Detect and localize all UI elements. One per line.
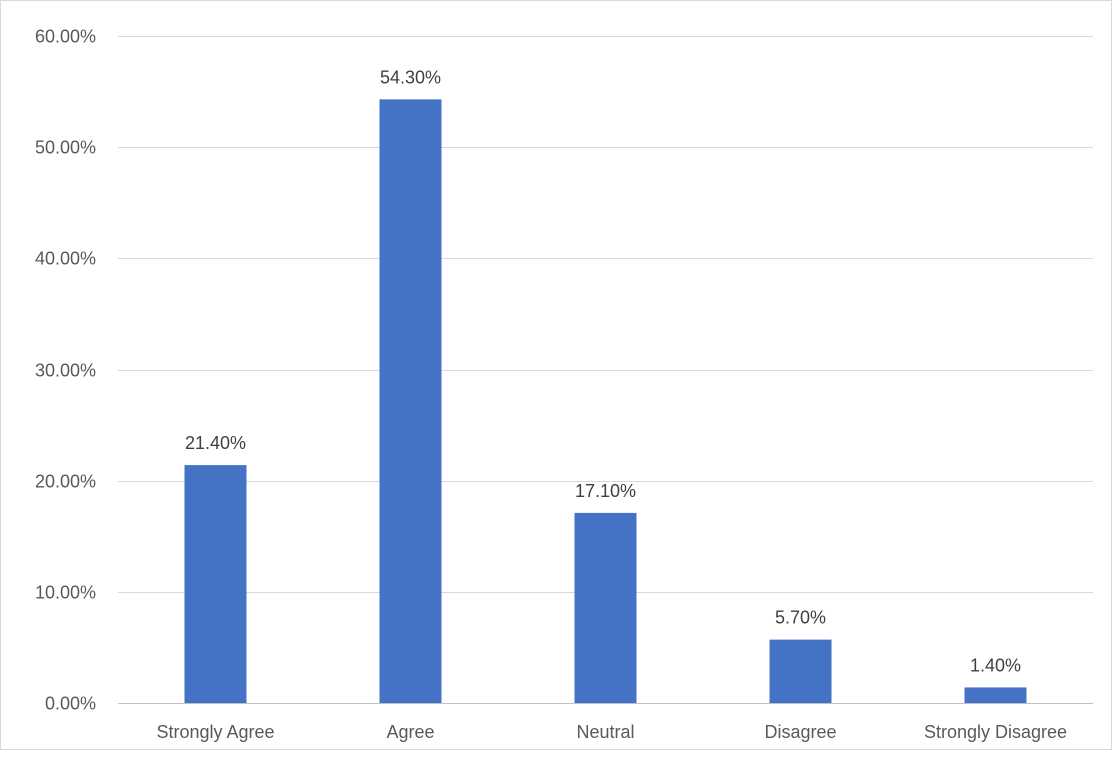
bar [965, 687, 1027, 703]
gridlines [118, 37, 1093, 593]
bar [380, 99, 442, 703]
data-label: 54.30% [380, 67, 441, 87]
data-label: 17.10% [575, 481, 636, 501]
x-category-label: Disagree [764, 722, 836, 742]
y-axis-tick-labels: 0.00% 10.00% 20.00% 30.00% 40.00% 50.00% 60.00… [35, 27, 96, 714]
y-tick-label: 0.00% [45, 694, 96, 714]
y-tick-label: 40.00% [35, 249, 96, 269]
x-category-label: Strongly Agree [156, 722, 274, 742]
y-tick-label: 20.00% [35, 472, 96, 492]
x-category-label: Neutral [576, 722, 634, 742]
bar [575, 513, 637, 703]
bar [185, 465, 247, 703]
x-category-label: Strongly Disagree [924, 722, 1067, 742]
y-tick-label: 60.00% [35, 27, 96, 47]
x-axis-category-labels: Strongly Agree Agree Neutral Disagree Strong… [156, 722, 1067, 742]
bars [185, 99, 1027, 703]
bar [770, 640, 832, 703]
data-label: 1.40% [970, 655, 1021, 675]
y-tick-label: 50.00% [35, 138, 96, 158]
data-label: 5.70% [775, 608, 826, 628]
y-tick-label: 30.00% [35, 361, 96, 381]
data-label: 21.40% [185, 433, 246, 453]
x-category-label: Agree [386, 722, 434, 742]
y-tick-label: 10.00% [35, 583, 96, 603]
